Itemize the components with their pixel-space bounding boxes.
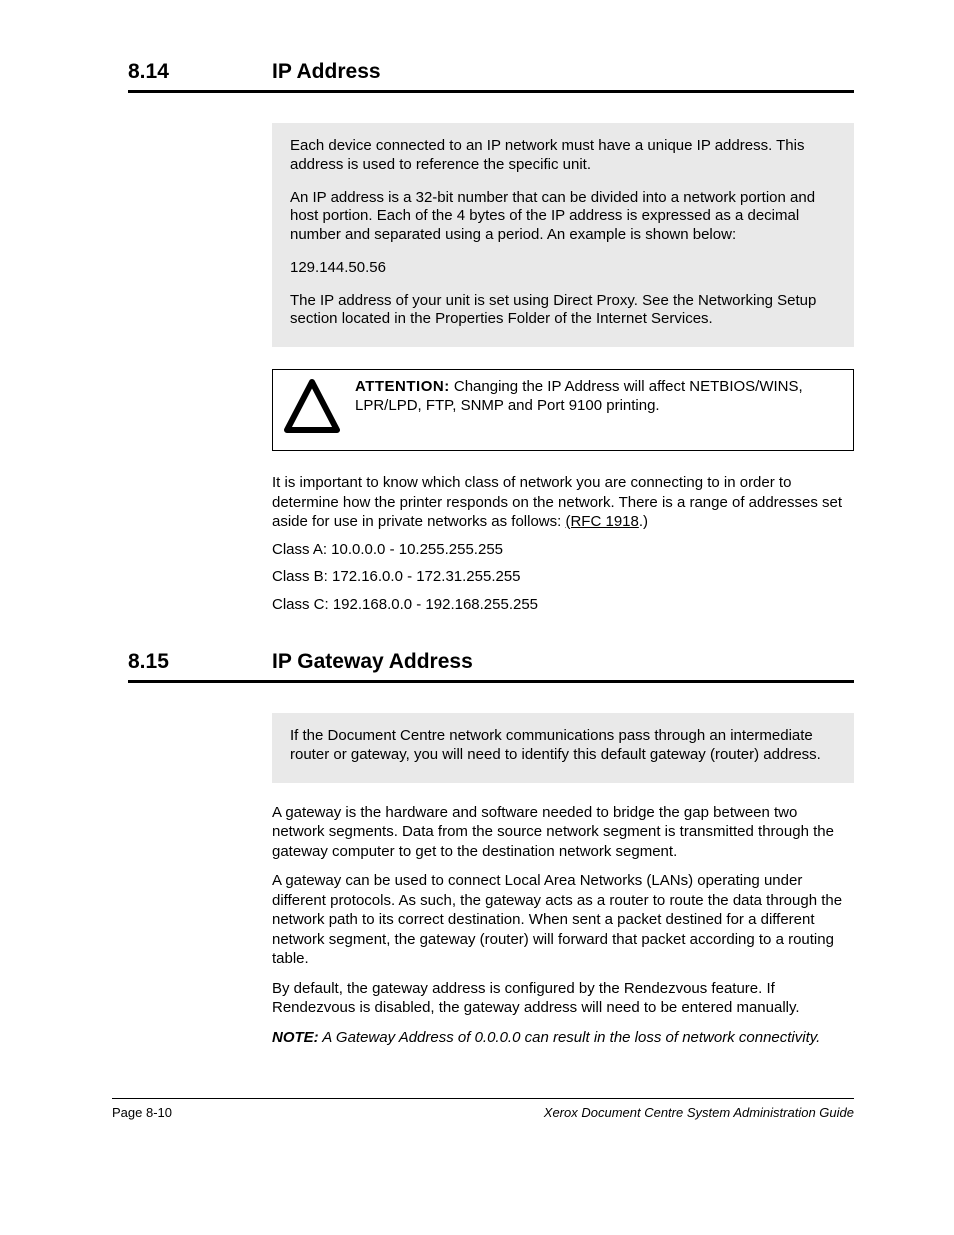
- body-para: By default, the gateway address is confi…: [272, 979, 854, 1018]
- note-label: NOTE:: [272, 1029, 319, 1046]
- footer-doc-title: Xerox Document Centre System Administrat…: [544, 1105, 854, 1120]
- body-para: A gateway is the hardware and software n…: [272, 803, 854, 862]
- gateway-body: A gateway is the hardware and software n…: [272, 803, 854, 1048]
- section-title: IP Address: [272, 60, 381, 84]
- ip-range: Class A: 10.0.0.0 - 10.255.255.255: [272, 540, 854, 560]
- warning-triangle-icon: [283, 378, 341, 436]
- info-para: If the Document Centre network communica…: [290, 727, 836, 765]
- page-footer: Page 8-10 Xerox Document Centre System A…: [112, 1098, 854, 1120]
- section-num: 8.14: [128, 60, 272, 84]
- explanation: It is important to know which class of n…: [272, 473, 854, 614]
- info-para: The IP address of your unit is set using…: [290, 292, 836, 330]
- section-header-ip-address: 8.14 IP Address: [128, 60, 854, 93]
- info-para: Each device connected to an IP network m…: [290, 137, 836, 175]
- attention-label: ATTENTION:: [355, 378, 450, 395]
- attention-box: ATTENTION: Changing the IP Address will …: [272, 369, 854, 451]
- ip-range: Class B: 172.16.0.0 - 172.31.255.255: [272, 567, 854, 587]
- note-body: A Gateway Address of 0.0.0.0 can result …: [319, 1029, 821, 1046]
- body-para: A gateway can be used to connect Local A…: [272, 871, 854, 969]
- info-para: An IP address is a 32-bit number that ca…: [290, 189, 836, 245]
- section-num: 8.15: [128, 650, 272, 674]
- footer-page-num: Page 8-10: [112, 1105, 172, 1120]
- info-box-gateway: If the Document Centre network communica…: [272, 713, 854, 783]
- attention-text: ATTENTION: Changing the IP Address will …: [355, 378, 843, 416]
- explain-para: It is important to know which class of n…: [272, 473, 854, 532]
- ip-example: 129.144.50.56: [290, 259, 836, 278]
- section-header-gateway: 8.15 IP Gateway Address: [128, 650, 854, 683]
- section-title: IP Gateway Address: [272, 650, 473, 674]
- note-para: NOTE: A Gateway Address of 0.0.0.0 can r…: [272, 1028, 854, 1048]
- ip-range: Class C: 192.168.0.0 - 192.168.255.255: [272, 595, 854, 615]
- info-box-ip: Each device connected to an IP network m…: [272, 123, 854, 347]
- rfc-link: (RFC 1918: [565, 513, 638, 530]
